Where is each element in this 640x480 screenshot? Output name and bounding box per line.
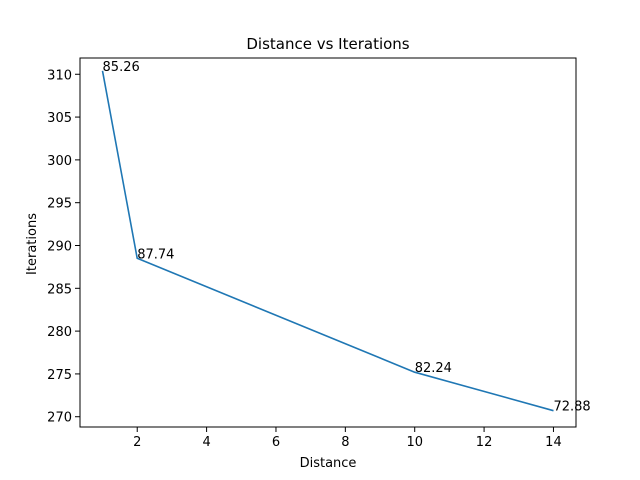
x-tick-label: 12 <box>476 435 493 450</box>
y-axis-title: Iterations <box>25 213 40 275</box>
x-tick-label: 4 <box>202 435 210 450</box>
x-tick-label: 14 <box>545 435 562 450</box>
y-tick-label: 285 <box>47 282 72 297</box>
y-tick-label: 310 <box>47 68 72 83</box>
series-line <box>101 70 554 412</box>
data-label: 85.26 <box>103 60 140 75</box>
y-tick-label: 280 <box>47 325 72 340</box>
plot-frame <box>79 57 577 428</box>
y-tick-label: 270 <box>47 411 72 426</box>
x-tick-label: 6 <box>272 435 280 450</box>
chart-title: Distance vs Iterations <box>246 35 409 53</box>
x-tick-label: 8 <box>341 435 349 450</box>
y-tick-label: 290 <box>47 239 72 254</box>
y-tick-label: 295 <box>47 197 72 212</box>
x-axis-title: Distance <box>300 456 357 471</box>
x-tick-label: 10 <box>406 435 423 450</box>
y-tick-label: 275 <box>47 368 72 383</box>
plot-area: 2 4 6 8 10 12 14 270 275 280 285 290 295 300 305 310 85.… <box>47 57 591 450</box>
data-label: 72.88 <box>553 400 590 415</box>
y-tick-label: 300 <box>47 154 72 169</box>
data-label: 82.24 <box>415 361 452 376</box>
y-tick-label: 305 <box>47 111 72 126</box>
x-tick-label: 2 <box>133 435 141 450</box>
data-label: 87.74 <box>137 247 174 262</box>
